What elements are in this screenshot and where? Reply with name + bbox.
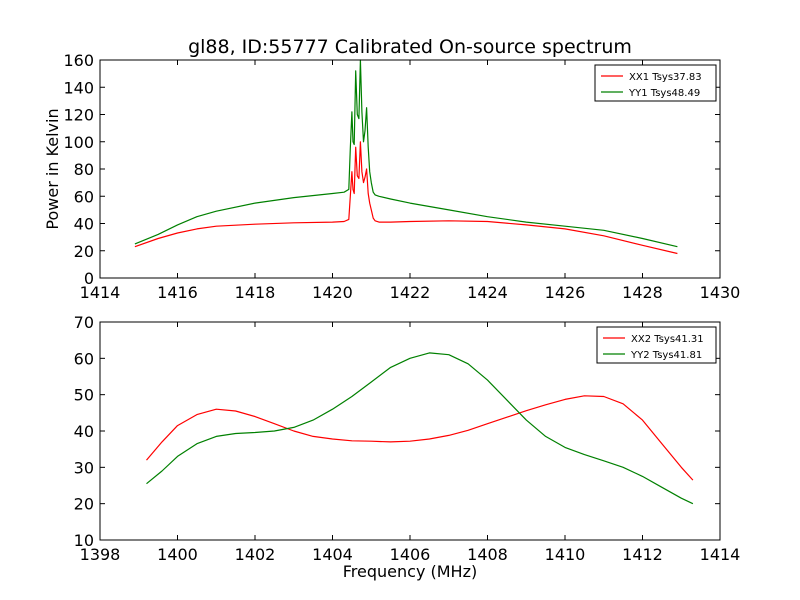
y-tick-label: 30	[74, 458, 94, 477]
x-tick-label: 1424	[467, 283, 508, 302]
series-line-xx	[146, 395, 694, 481]
y-tick-label: 10	[74, 531, 94, 550]
y-tick-label: 20	[74, 495, 94, 514]
x-tick-label: 1414	[80, 283, 121, 302]
series-line-yy	[146, 352, 694, 505]
legend-entry-yy: YY1 Tsys48.49	[628, 88, 700, 99]
top-panel-xx1-yy1: 1414 1416 1418 1420 1422 1424 1426 1428 1430 0 20 4…	[43, 51, 740, 302]
bottom-panel-xx2-yy2: 1398 1400 1402 1404 1406 1408 1410 1412 1414 10 20…	[74, 313, 741, 581]
x-tick-label: 1402	[235, 545, 276, 564]
y-tick-label: 40	[74, 215, 94, 234]
y-axis-label: Power in Kelvin	[43, 108, 62, 229]
x-tick-label: 1406	[390, 545, 431, 564]
legend-box	[596, 326, 717, 364]
figure-title: gl88, ID:55777 Calibrated On-source spec…	[188, 36, 632, 58]
x-tick-label: 1414	[700, 545, 741, 564]
x-tick-label: 1416	[157, 283, 198, 302]
legend-entry-xx: XX1 Tsys37.83	[629, 72, 702, 83]
y-tick-label: 140	[63, 78, 94, 97]
x-tick-label: 1404	[312, 545, 353, 564]
x-tick-label: 1428	[622, 283, 663, 302]
x-tick-label: 1426	[545, 283, 586, 302]
y-tick-label: 50	[74, 386, 94, 405]
x-tick-label: 1422	[390, 283, 431, 302]
x-tick-label: 1410	[545, 545, 586, 564]
x-tick-label: 1418	[235, 283, 276, 302]
y-tick-label: 0	[84, 269, 94, 288]
y-tick-label: 80	[74, 160, 94, 179]
legend-entry-yy: YY2 Tsys41.81	[630, 350, 702, 361]
x-tick-label: 1398	[80, 545, 121, 564]
series-line-yy	[134, 59, 678, 248]
x-axis-label: Frequency (MHz)	[343, 562, 477, 581]
y-tick-label: 70	[74, 313, 94, 332]
x-tick-label: 1412	[622, 545, 663, 564]
x-tick-label: 1400	[157, 545, 198, 564]
y-tick-label: 20	[74, 242, 94, 261]
y-tick-label: 160	[63, 51, 94, 70]
legend-box	[594, 64, 717, 102]
y-tick-label: 120	[63, 106, 94, 125]
y-tick-label: 60	[74, 349, 94, 368]
y-tick-label: 40	[74, 422, 94, 441]
x-tick-label: 1430	[700, 283, 741, 302]
y-tick-label: 60	[74, 187, 94, 206]
legend-entry-xx: XX2 Tsys41.31	[631, 334, 704, 345]
x-tick-label: 1420	[312, 283, 353, 302]
y-tick-label: 100	[63, 133, 94, 152]
x-tick-label: 1408	[467, 545, 508, 564]
series-line-xx	[134, 141, 678, 255]
